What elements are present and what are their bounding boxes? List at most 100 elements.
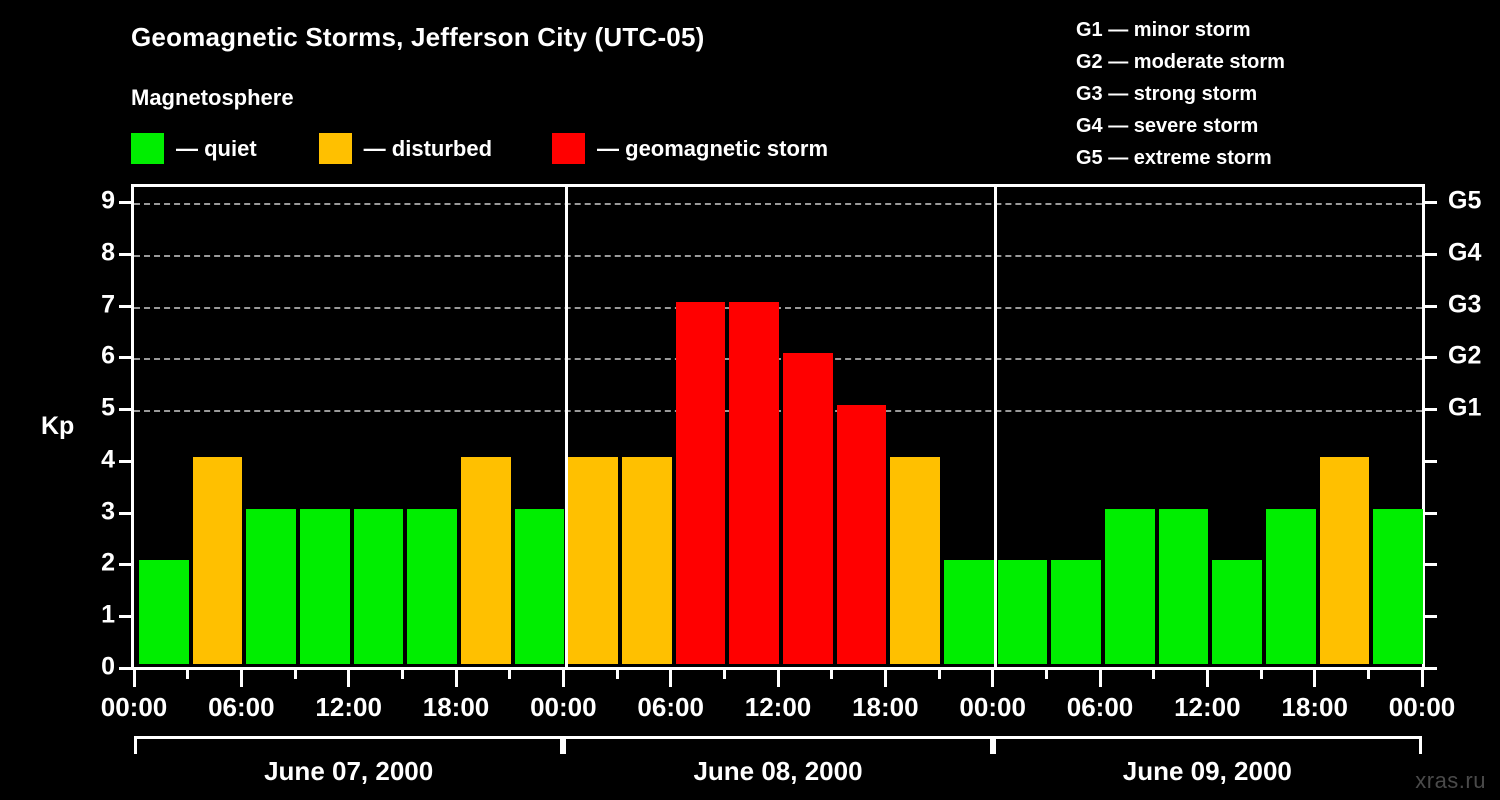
y-tick-mark-right-6	[1425, 356, 1437, 360]
x-tick-23	[1366, 670, 1370, 679]
x-tick-22	[1313, 670, 1317, 687]
y-tick-label-0: 0	[101, 652, 115, 681]
x-tick-4	[347, 670, 351, 687]
x-tick-2	[239, 670, 243, 687]
x-tick-label-7: 18:00	[852, 692, 919, 722]
y-tick-mark-8	[119, 252, 131, 256]
x-tick-0	[132, 670, 136, 687]
x-tick-13	[830, 670, 834, 679]
bar	[675, 301, 726, 664]
bar	[1319, 456, 1370, 664]
y-tick-mark-0	[119, 667, 131, 670]
x-tick-17	[1044, 670, 1048, 679]
bar	[1266, 508, 1316, 664]
y-tick-mark-right-5	[1425, 408, 1437, 412]
x-tick-10	[669, 670, 673, 687]
y-tick-label-4: 4	[101, 445, 115, 474]
x-tick-label-8: 00:00	[959, 692, 1026, 722]
bar	[407, 508, 457, 664]
plot-inner	[134, 187, 1423, 670]
date-label-1: June 07, 2000	[264, 756, 434, 786]
g-scale-legend-line-1: G1 — minor storm	[1076, 19, 1251, 41]
y-tick-mark-3	[119, 511, 131, 515]
x-tick-label-5: 06:00	[637, 692, 704, 722]
g-scale-legend-line-3: G3 — strong storm	[1076, 83, 1258, 105]
y-tick-mark-right-1	[1425, 615, 1437, 619]
x-tick-24	[1420, 670, 1424, 687]
y-tick-label-3: 3	[101, 497, 115, 526]
y-tick-mark-7	[119, 304, 131, 308]
g-tick-label-G4: G4	[1448, 238, 1482, 267]
y-tick-mark-right-0	[1425, 667, 1437, 670]
legend-label-disturbed: — disturbed	[363, 135, 493, 161]
legend-swatch-geomagnetic-storm	[552, 133, 586, 164]
g-scale-legend-line-2: G2 — moderate storm	[1076, 51, 1285, 73]
y-tick-label-7: 7	[101, 290, 115, 319]
g-tick-label-G3: G3	[1448, 290, 1482, 319]
x-tick-3	[293, 670, 297, 679]
legend-entry-disturbed: — disturbed	[318, 133, 552, 164]
y-tick-label-5: 5	[101, 393, 115, 422]
bar	[568, 456, 618, 664]
y-tick-mark-right-8	[1425, 252, 1437, 256]
bar	[622, 456, 672, 664]
x-tick-6	[454, 670, 458, 687]
y-tick-mark-2	[119, 563, 131, 567]
y-tick-mark-right-3	[1425, 511, 1437, 515]
x-tick-5	[400, 670, 404, 679]
legend-swatch-disturbed	[318, 133, 352, 164]
y-tick-mark-right-4	[1425, 459, 1437, 463]
bar	[890, 456, 940, 664]
y-tick-label-8: 8	[101, 238, 115, 267]
x-tick-9	[615, 670, 619, 679]
bar	[997, 560, 1048, 664]
g-axis-labels: G1 G2 G3 G4 G5	[1448, 0, 1500, 800]
x-tick-label-9: 06:00	[1066, 692, 1134, 722]
y-tick-mark-right-2	[1425, 563, 1437, 567]
x-tick-11	[722, 670, 726, 679]
x-tick-16	[991, 670, 995, 687]
day-divider-2	[994, 187, 998, 670]
bar	[783, 353, 833, 664]
y-tick-label-6: 6	[101, 341, 115, 370]
y-tick-mark-6	[119, 356, 131, 360]
x-tick-label-2: 12:00	[315, 692, 382, 722]
bar	[729, 301, 779, 664]
x-tick-12	[776, 670, 780, 687]
y-tick-mark-5	[119, 408, 131, 412]
x-tick-7	[508, 670, 512, 679]
y-tick-label-2: 2	[101, 548, 115, 577]
bar	[1212, 560, 1262, 664]
bar	[1158, 508, 1209, 664]
g-scale-legend-line-4: G4 — severe storm	[1076, 115, 1259, 137]
bar	[300, 508, 350, 664]
g-tick-label-G1: G1	[1448, 393, 1482, 422]
x-tick-label-3: 18:00	[422, 692, 490, 722]
plot-area	[131, 184, 1425, 670]
date-label-3: June 09, 2000	[1122, 756, 1292, 786]
y-tick-mark-1	[119, 615, 131, 619]
bar	[514, 508, 565, 664]
x-tick-label-10: 12:00	[1174, 692, 1241, 722]
x-tick-15	[937, 670, 941, 679]
gridline-kp-8	[134, 254, 1422, 257]
y-tick-label-1: 1	[101, 600, 115, 629]
x-tick-8	[561, 670, 565, 687]
y-axis-labels: 0 1 2 3 4 5 6 7 8 9	[75, 0, 115, 800]
x-tick-19	[1152, 670, 1156, 679]
day-divider-1	[564, 187, 568, 670]
bar	[139, 560, 189, 664]
x-tick-label-1: 06:00	[208, 692, 275, 722]
bar	[944, 560, 994, 664]
x-tick-21	[1259, 670, 1263, 679]
legend-label-quiet: — quiet	[176, 135, 257, 161]
date-bracket-3	[992, 736, 1422, 754]
bar	[1105, 508, 1155, 664]
bar	[1373, 508, 1423, 664]
bar	[192, 456, 243, 664]
bar	[461, 456, 511, 664]
x-tick-label-12: 00:00	[1388, 692, 1456, 722]
x-tick-20	[1205, 670, 1209, 687]
bar	[1051, 560, 1101, 664]
x-tick-14	[883, 670, 887, 687]
